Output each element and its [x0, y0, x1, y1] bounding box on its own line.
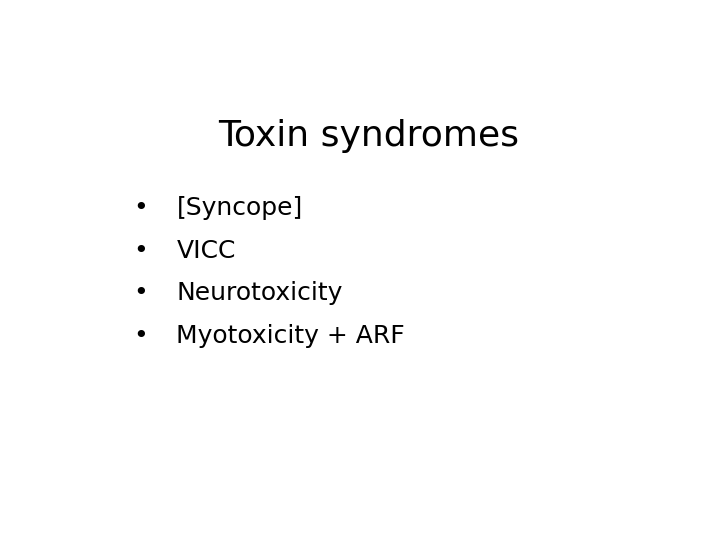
Text: •: • [133, 239, 148, 262]
Text: [Syncope]: [Syncope] [176, 196, 302, 220]
Text: •: • [133, 281, 148, 306]
Text: Myotoxicity + ARF: Myotoxicity + ARF [176, 324, 405, 348]
Text: VICC: VICC [176, 239, 236, 262]
Text: Neurotoxicity: Neurotoxicity [176, 281, 343, 306]
Text: •: • [133, 324, 148, 348]
Text: Toxin syndromes: Toxin syndromes [218, 119, 520, 153]
Text: •: • [133, 196, 148, 220]
